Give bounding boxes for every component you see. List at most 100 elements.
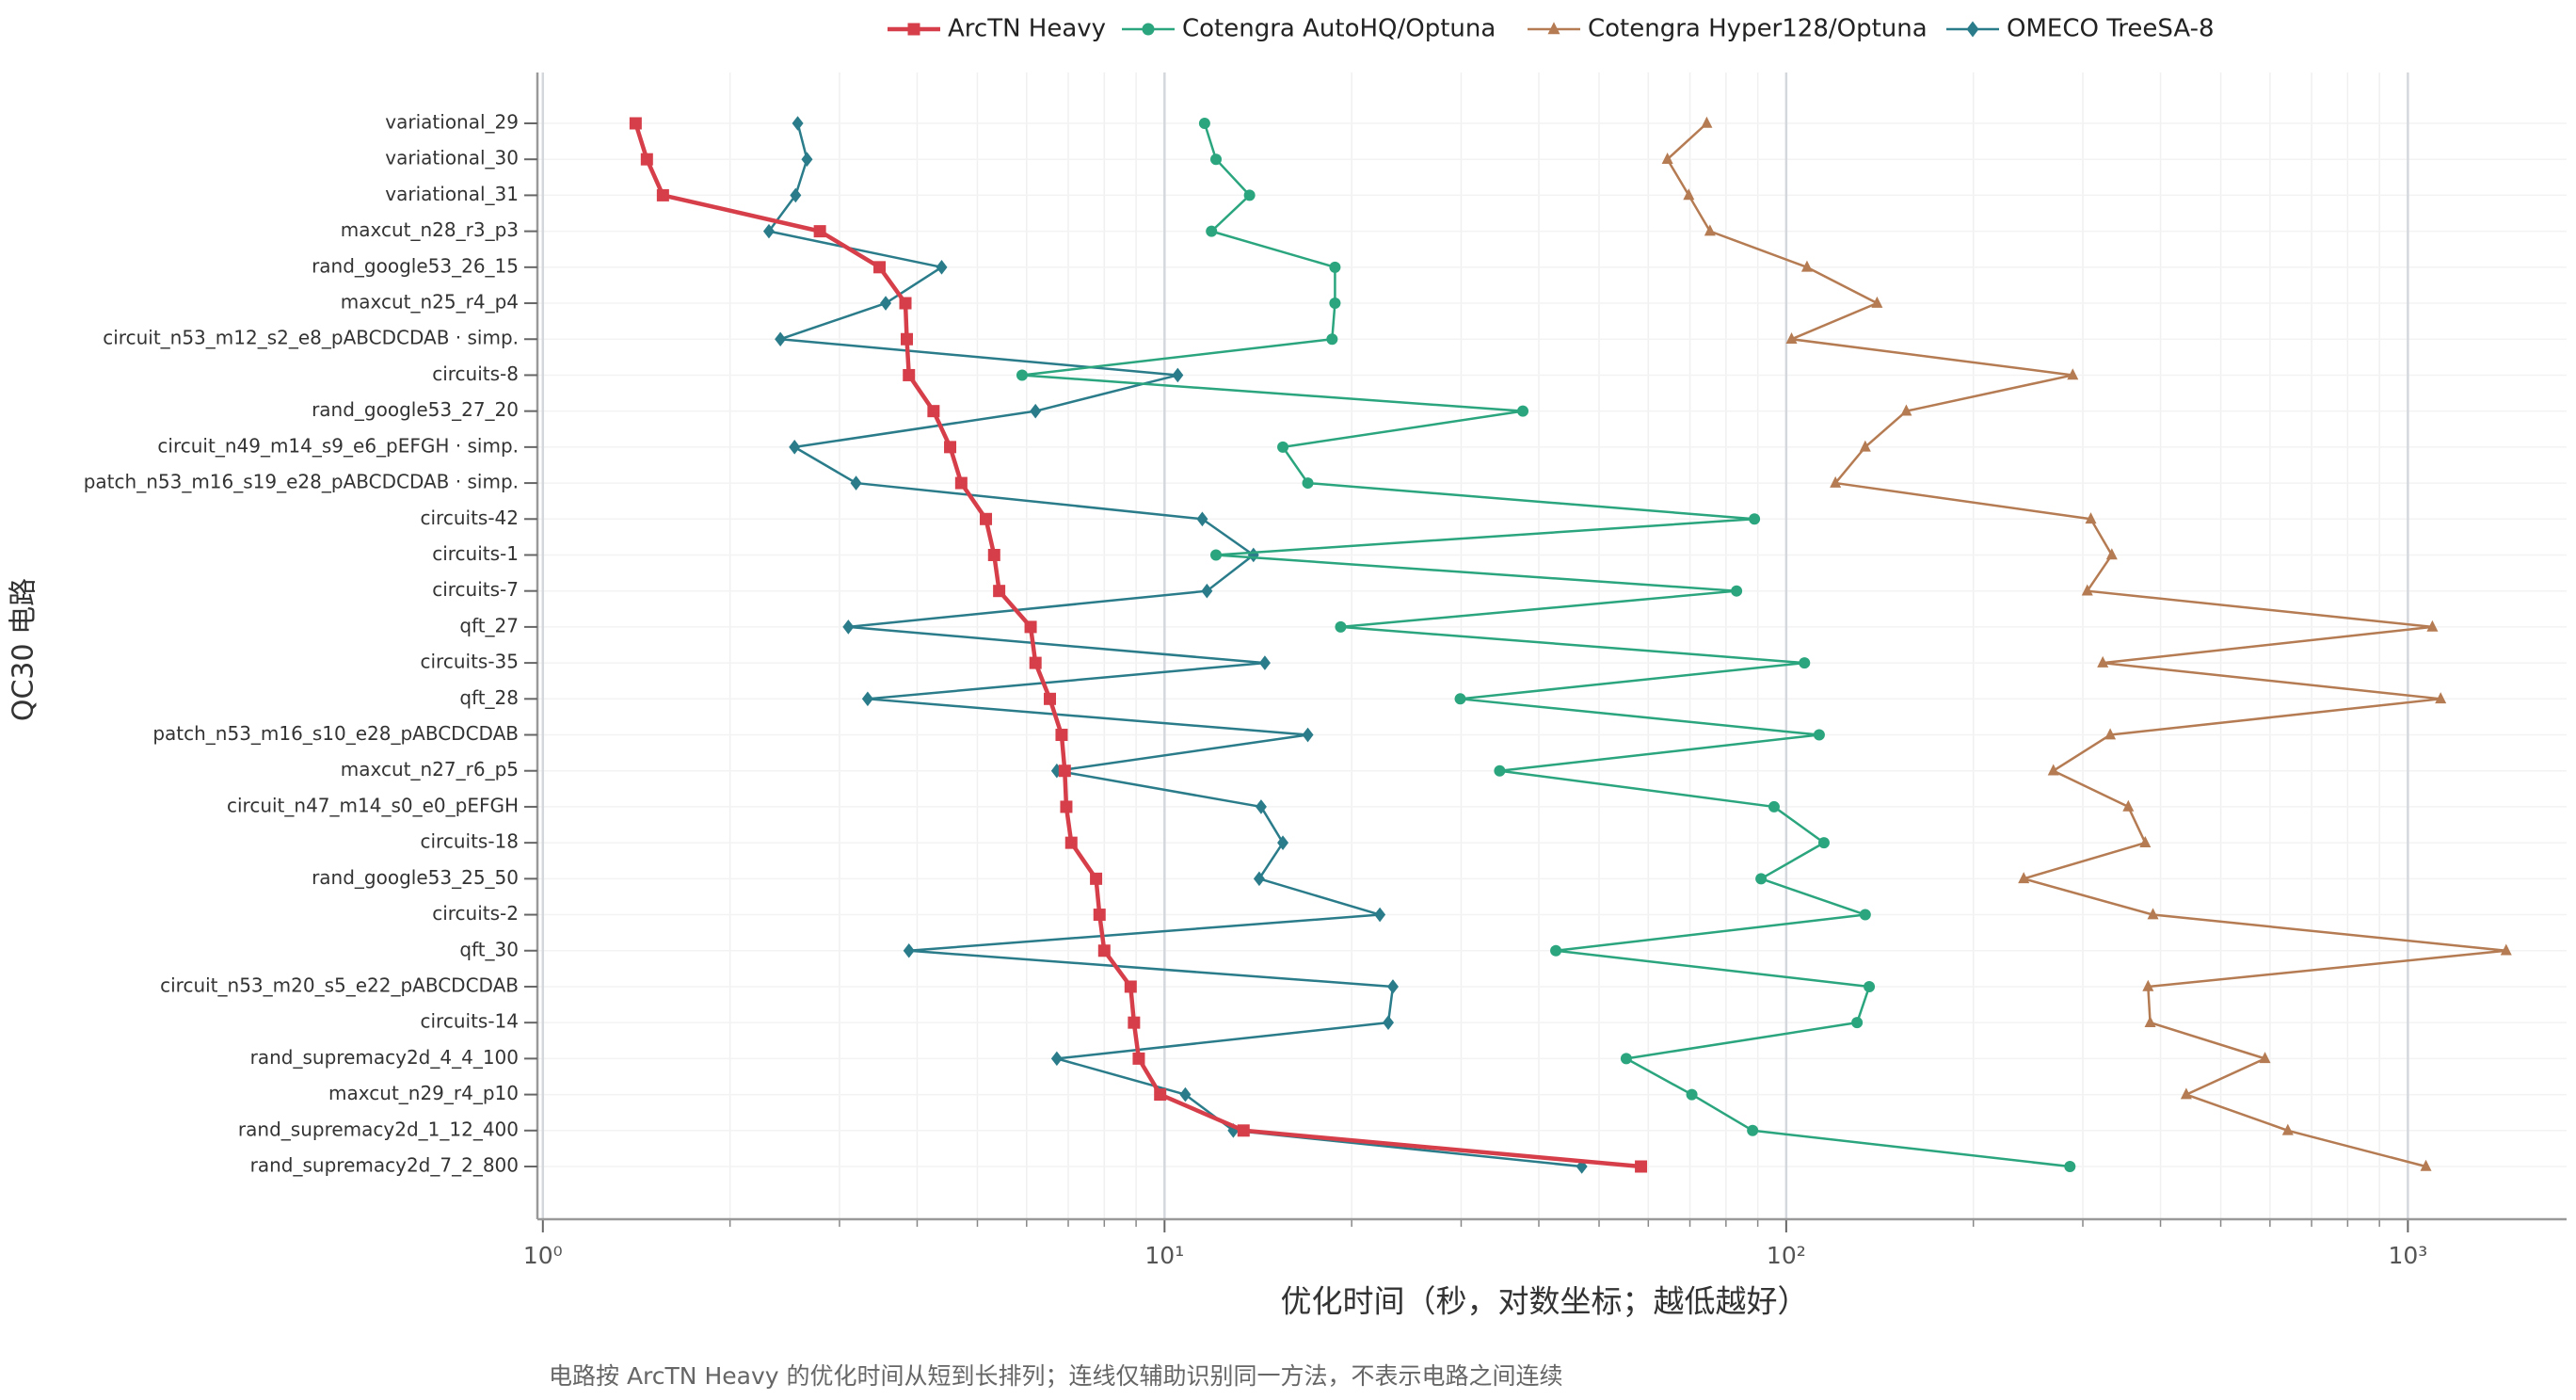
- y-tick-label: rand_google53_26_15: [312, 254, 519, 277]
- point: [775, 331, 787, 347]
- footnote: 电路按 ArcTN Heavy 的优化时间从短到长排列；连线仅辅助识别同一方法，…: [549, 1362, 1562, 1390]
- point: [1210, 549, 1223, 561]
- point: [2018, 872, 2030, 884]
- point: [1064, 836, 1078, 849]
- point: [762, 223, 775, 239]
- point: [629, 117, 642, 130]
- point: [944, 441, 957, 454]
- point: [1686, 1088, 1698, 1101]
- x-axis-label: 优化时间（秒，对数坐标；越低越好）: [1281, 1283, 1809, 1320]
- point: [2139, 835, 2152, 847]
- y-tick-label: circuits-7: [432, 578, 519, 601]
- point: [987, 548, 1000, 561]
- legend-item: Cotengra Hyper128/Optuna: [1528, 15, 1928, 43]
- point: [1374, 907, 1386, 923]
- series-line: [1666, 122, 2508, 1168]
- point: [1494, 764, 1506, 777]
- x-tick-label: 10²: [1767, 1242, 1806, 1269]
- y-tick-label: rand_supremacy2d_4_4_100: [250, 1046, 519, 1069]
- point: [1237, 1124, 1250, 1137]
- y-tick-label: rand_google53_27_20: [312, 398, 519, 421]
- legend-label: Cotengra AutoHQ/Optuna: [1182, 15, 1496, 43]
- x-tick-label: 10⁰: [523, 1242, 563, 1269]
- point: [1800, 260, 1813, 272]
- point: [2142, 979, 2154, 991]
- point: [792, 116, 804, 131]
- point: [861, 691, 873, 707]
- point: [1044, 692, 1057, 705]
- y-axis-label: QC30 电路: [8, 578, 40, 721]
- point: [1128, 1016, 1141, 1029]
- point: [1055, 729, 1068, 742]
- legend-item: ArcTN Heavy: [888, 15, 1106, 43]
- point: [2500, 943, 2512, 956]
- point: [1172, 367, 1184, 383]
- point: [936, 260, 948, 275]
- point: [1335, 620, 1347, 633]
- point: [927, 405, 940, 418]
- y-tick-label: variational_31: [385, 183, 519, 205]
- point: [2081, 584, 2093, 596]
- y-tick-label: circuits-18: [421, 830, 520, 853]
- point: [1258, 655, 1271, 670]
- legend-marker: [907, 23, 920, 36]
- point: [2104, 728, 2117, 740]
- legend-label: ArcTN Heavy: [948, 15, 1106, 43]
- point: [2097, 655, 2109, 668]
- point: [790, 187, 802, 203]
- y-tick-label: qft_27: [459, 614, 519, 636]
- x-tick-label: 10³: [2388, 1242, 2427, 1269]
- point: [1859, 909, 1871, 921]
- point: [1201, 583, 1213, 599]
- point: [2067, 368, 2079, 380]
- point: [1704, 224, 1716, 236]
- point: [2047, 764, 2059, 776]
- point: [1683, 188, 1695, 201]
- point: [993, 585, 1006, 598]
- point: [1851, 1017, 1864, 1029]
- point: [1830, 475, 1842, 488]
- point: [1060, 800, 1073, 813]
- y-tick-label: patch_n53_m16_s10_e28_pABCDCDAB: [152, 722, 519, 745]
- point: [1620, 1053, 1632, 1065]
- point: [1383, 1015, 1395, 1030]
- y-tick-label: maxcut_n28_r3_p3: [341, 218, 519, 241]
- point: [1386, 979, 1399, 994]
- point: [1093, 909, 1106, 922]
- y-tick-label: patch_n53_m16_s19_e28_pABCDCDAB · simp.: [84, 471, 519, 493]
- point: [2259, 1052, 2271, 1064]
- point: [2180, 1087, 2192, 1100]
- point: [1277, 441, 1289, 453]
- point: [1097, 944, 1111, 957]
- y-tick-label: circuit_n49_m14_s9_e6_pEFGH · simp.: [157, 434, 519, 457]
- y-tick-label: rand_supremacy2d_1_12_400: [238, 1118, 519, 1140]
- point: [1302, 477, 1314, 490]
- legend-label: Cotengra Hyper128/Optuna: [1588, 15, 1928, 43]
- point: [1871, 296, 1883, 308]
- point: [1029, 656, 1042, 669]
- point: [1731, 585, 1743, 597]
- point: [656, 188, 669, 201]
- y-tick-label: circuits-8: [432, 362, 519, 385]
- point: [1277, 835, 1289, 850]
- point: [1247, 547, 1259, 563]
- point: [880, 296, 892, 311]
- series-line: [1020, 122, 2071, 1168]
- point: [2281, 1123, 2294, 1135]
- legend-marker: [1142, 23, 1155, 36]
- point: [1302, 727, 1314, 743]
- y-tick-label: rand_supremacy2d_7_2_800: [250, 1154, 519, 1177]
- point: [954, 476, 968, 490]
- point: [2426, 620, 2439, 632]
- point: [1210, 153, 1223, 166]
- y-tick-label: circuits-1: [432, 542, 519, 565]
- point: [1817, 837, 1830, 849]
- point: [980, 512, 993, 525]
- point: [1030, 403, 1042, 419]
- point: [1024, 620, 1037, 634]
- point: [801, 152, 813, 168]
- point: [1813, 729, 1825, 741]
- series-line: [633, 122, 1641, 1169]
- point: [1900, 404, 1912, 416]
